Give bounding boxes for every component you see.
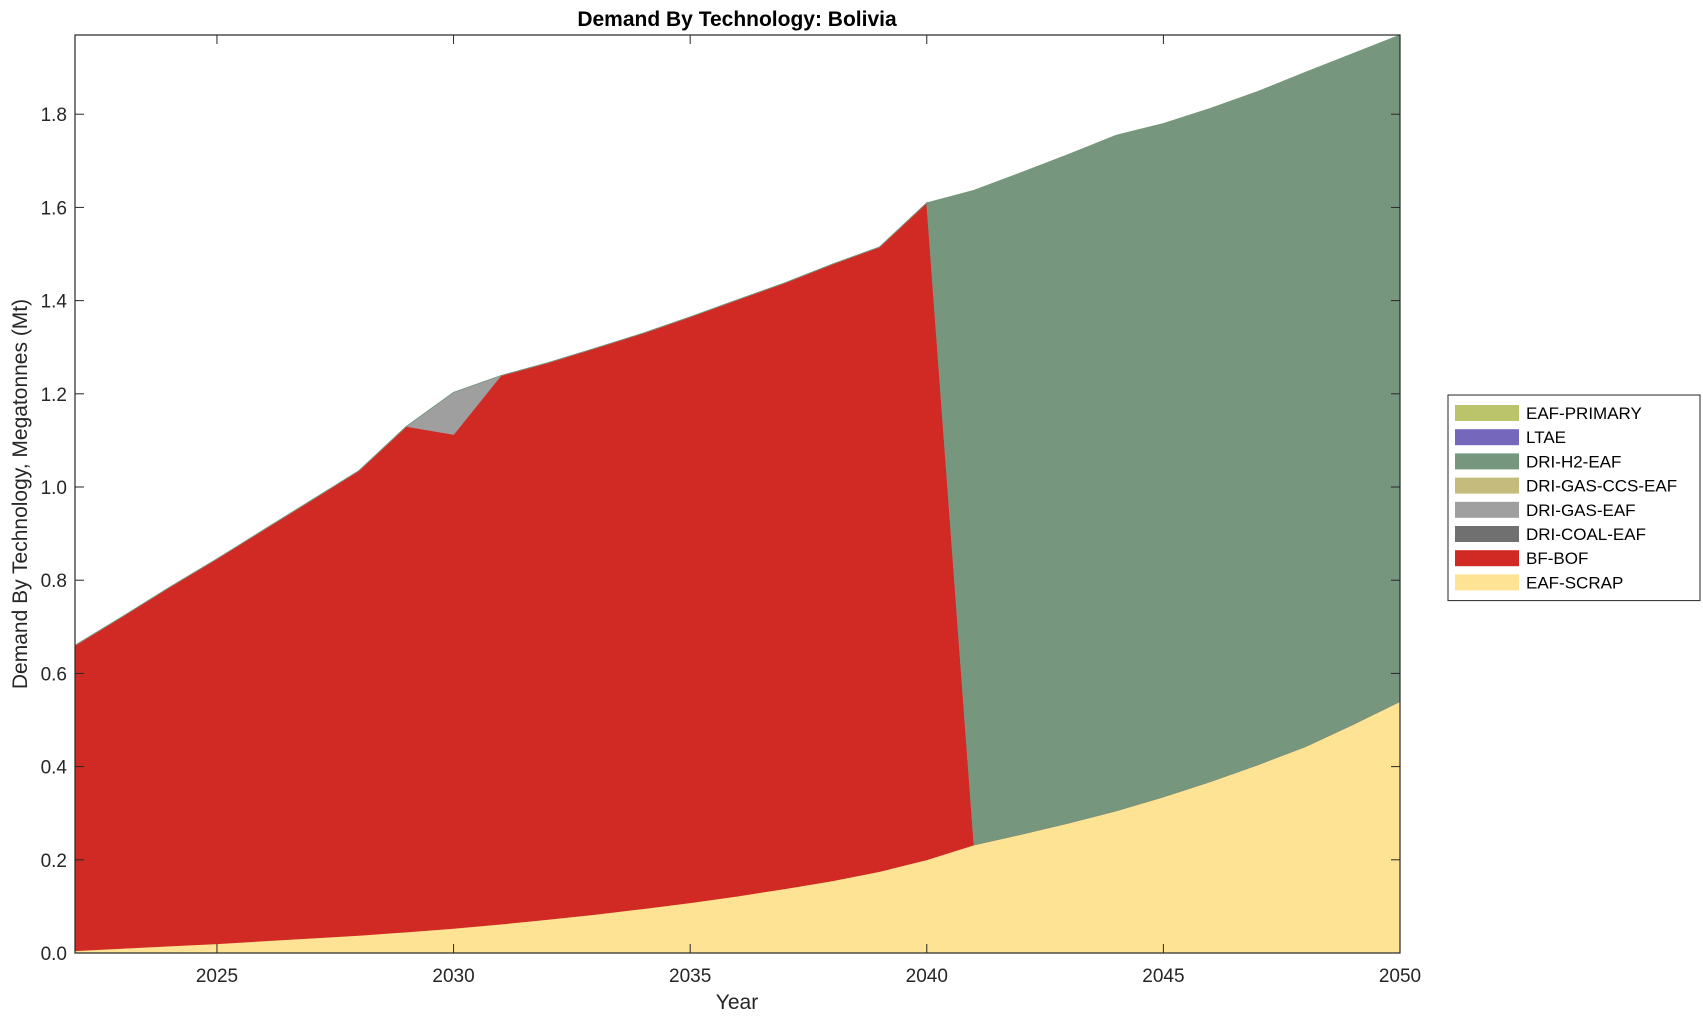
legend-swatch-dri-gas-eaf: [1455, 501, 1519, 518]
y-tick-label: 1.0: [41, 478, 67, 499]
legend-label-ltae: LTAE: [1526, 428, 1566, 447]
legend-swatch-dri-h2-eaf: [1455, 453, 1519, 470]
y-tick-label: 0.6: [41, 664, 67, 685]
x-axis-label: Year: [716, 991, 758, 1014]
x-tick-label: 2035: [669, 966, 711, 987]
legend-swatch-bf-bof: [1455, 550, 1519, 567]
legend-swatch-dri-coal-eaf: [1455, 526, 1519, 542]
legend-label-dri-gas-eaf: DRI-GAS-EAF: [1526, 501, 1636, 520]
y-tick-label: 1.4: [41, 292, 68, 313]
y-axis-label: Demand By Technology, Megatonnes (Mt): [9, 299, 32, 689]
x-tick-label: 2030: [432, 966, 474, 987]
y-tick-label: 1.8: [41, 105, 67, 126]
legend-swatch-ltae: [1455, 429, 1519, 446]
legend-label-bf-bof: BF-BOF: [1526, 549, 1588, 568]
y-tick-label: 0.2: [41, 851, 67, 872]
y-tick-label: 0.8: [41, 571, 67, 592]
legend-swatch-dri-gas-ccs-eaf: [1455, 477, 1519, 494]
plot-frame: [74, 34, 1401, 954]
x-tick-label: 2045: [1142, 966, 1184, 987]
legend-label-dri-gas-ccs-eaf: DRI-GAS-CCS-EAF: [1526, 477, 1677, 496]
y-tick-label: 0.4: [41, 758, 68, 779]
chart-title: Demand By Technology: Bolivia: [577, 8, 897, 31]
y-tick-label: 1.6: [41, 198, 67, 219]
y-tick-label: 1.2: [41, 385, 67, 406]
x-axis: 2025 2030 2035 2040 2045 2050: [196, 35, 1421, 987]
legend-label-eaf-primary: EAF-PRIMARY: [1526, 404, 1642, 423]
legend-label-eaf-scrap: EAF-SCRAP: [1526, 573, 1623, 592]
legend-swatch-eaf-primary: [1455, 405, 1519, 421]
legend-label-dri-coal-eaf: DRI-COAL-EAF: [1526, 525, 1646, 544]
area-layer: [74, 34, 1401, 954]
legend-box: [1447, 394, 1701, 602]
y-axis: 0.0 0.2 0.4 0.6 0.8 1.0 1.2 1.4 1.6 1.8: [41, 105, 1400, 965]
y-tick-label: 0.0: [41, 944, 67, 965]
legend: EAF-PRIMARY LTAE DRI-H2-EAF DRI-GAS-CCS-EAF…: [1447, 394, 1701, 602]
x-tick-label: 2025: [196, 966, 238, 987]
x-tick-label: 2050: [1379, 966, 1421, 987]
legend-label-dri-h2-eaf: DRI-H2-EAF: [1526, 452, 1621, 471]
x-tick-label: 2040: [906, 966, 948, 987]
legend-swatch-eaf-scrap: [1455, 574, 1519, 591]
